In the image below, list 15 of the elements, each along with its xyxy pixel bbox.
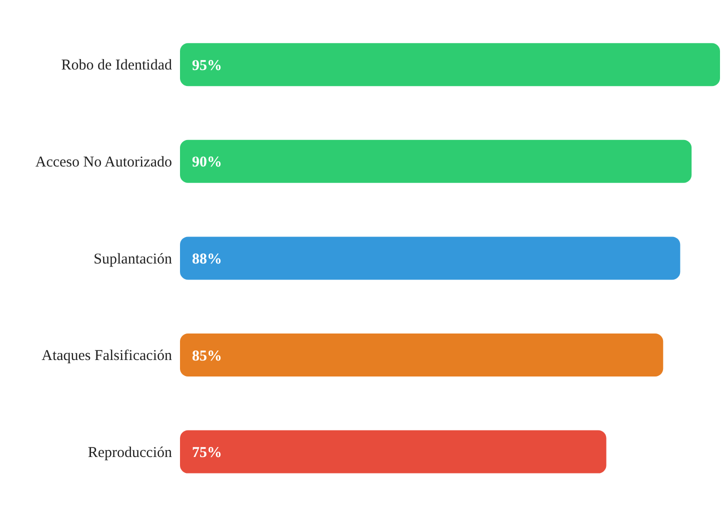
y-tick-label: Ataques Falsificación <box>42 348 172 364</box>
bar <box>180 334 664 377</box>
data-label: 90% <box>192 154 222 171</box>
bar <box>180 140 692 183</box>
data-label: 75% <box>192 445 222 462</box>
y-tick-label: Suplantación <box>94 251 172 268</box>
data-label: 85% <box>192 348 222 364</box>
data-label: 95% <box>192 58 222 74</box>
bar <box>180 43 720 86</box>
y-tick-label: Reproducción <box>88 444 172 461</box>
y-tick-label: Robo de Identidad <box>61 58 172 74</box>
data-label: 88% <box>192 252 222 268</box>
y-tick-label: Acceso No Autorizado <box>35 154 172 171</box>
bar <box>180 430 606 474</box>
bar <box>180 236 680 280</box>
